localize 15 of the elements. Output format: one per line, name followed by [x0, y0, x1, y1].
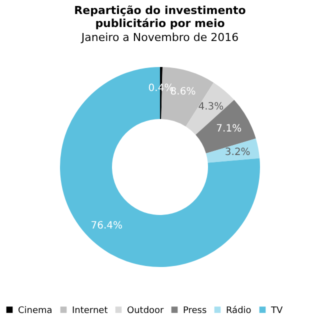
- legend-label: Cinema: [18, 306, 52, 316]
- data-label: 8.6%: [170, 86, 196, 98]
- chart-title: Repartição do investimento publicitário por meio: [74, 4, 246, 30]
- data-label: 3.2%: [224, 147, 250, 158]
- legend-label: Rádio: [226, 304, 252, 316]
- donut-slice: [196, 100, 256, 154]
- legend-label: Internet: [72, 306, 108, 316]
- data-label: 4.3%: [198, 102, 224, 113]
- donut-slice: [60, 67, 260, 267]
- chart-subtitle: Janeiro a Novembro de 2016: [80, 31, 239, 44]
- legend-label: TV: [270, 306, 284, 316]
- legend-label: Press: [183, 306, 207, 316]
- legend-label: Outdoor: [127, 306, 164, 316]
- data-label: 76.4%: [90, 220, 123, 232]
- data-label: 7.1%: [216, 123, 242, 134]
